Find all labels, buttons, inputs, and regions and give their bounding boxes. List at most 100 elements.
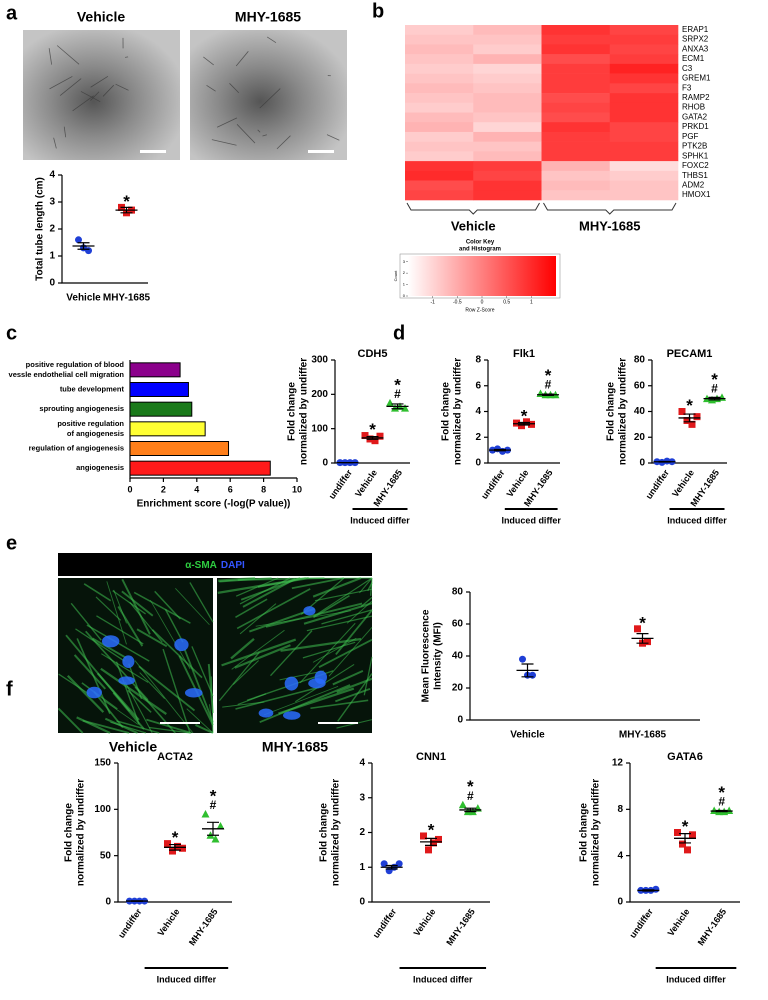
actin-fiber [337,673,373,722]
heatmap-cell [473,122,542,133]
heatmap-cell [609,141,679,152]
error-bar [494,448,506,452]
error-bar [715,809,728,813]
data-point [376,432,384,440]
y-tick-label: 100 [311,423,328,434]
actin-fiber [263,685,339,716]
heatmap-cell [541,190,611,201]
heatmap-cell [473,190,542,201]
chart-title: GATA6 [667,751,703,763]
nucleus [101,635,120,648]
heatmap-cell [473,151,542,162]
data-point [523,418,530,426]
x-tick-label: undiffer [479,467,507,501]
data-point [179,844,186,852]
data-point [678,408,686,415]
y-tick-label: 80 [634,355,646,366]
heatmap-cell [609,131,679,142]
heatmap-cell [541,44,611,55]
actin-fiber [149,600,191,670]
key-title: Color Key [466,240,495,246]
y-axis-label: Fold change [64,803,75,862]
y-tick-label: 80 [452,587,464,598]
significance-mark: * [545,366,552,385]
y-axis-label: Mean Fluorescence [421,609,432,702]
key-title: and Histogram [459,247,501,253]
y-tick-label: 4 [49,170,55,181]
data-point [395,860,403,868]
tube-texture [326,134,340,141]
data-point [644,638,651,646]
data-point [425,846,432,854]
row-label: ADM2 [682,181,705,190]
tube-texture [49,76,73,90]
tube-texture [216,117,238,128]
nucleus [118,676,135,685]
y-tick-label: 1 [49,251,55,262]
nucleus [258,708,274,718]
group-label: Induced differ [666,974,726,984]
data-point [435,835,442,843]
fluorescence-image [217,578,372,733]
chart-title: CDH5 [358,348,388,360]
y-axis-label: normalized by undiffer [618,358,629,465]
significance-mark: # [467,789,474,803]
actin-fiber [218,651,260,702]
actin-fiber [112,692,145,730]
nucleus [303,606,316,616]
panel-label: a [6,2,18,24]
heatmap-cell [609,190,679,201]
data-point [85,247,92,255]
heatmap-cell [405,131,474,142]
fluorescence-texture [57,576,373,734]
actin-fiber [335,609,373,655]
x-tick-label: MHY-1685 [696,907,729,948]
error-bar [464,807,477,813]
actin-fiber [231,629,285,670]
actin-fiber [207,663,214,714]
data-point [380,860,388,868]
actin-fiber [236,588,311,630]
heatmap-cell [609,54,679,65]
image-label: MHY-1685 [235,9,301,25]
nucleus [282,711,301,720]
heatmap-cell [405,83,474,94]
actin-fiber [70,602,102,641]
actin-fiber [269,630,313,677]
y-tick-label: 0 [322,458,328,469]
y-axis-label: Fold change [287,382,298,441]
x-tick-label: Vehicle [670,468,696,499]
group-label: MHY-1685 [579,218,640,233]
heatmap-cell [609,151,679,162]
actin-fiber [121,590,154,617]
y-tick-label: 200 [311,389,328,400]
heatmap-cell [541,122,611,133]
microscopy-image [23,30,180,160]
actin-fiber [367,582,373,592]
tube-texture [257,129,261,133]
significance-mark: # [394,387,401,401]
key-count-label: 2 [403,270,406,275]
heatmap-cell [405,54,474,65]
significance-mark: # [545,378,552,392]
tube-texture [56,45,80,65]
stain-name: DAPI [221,560,245,571]
tube-texture [235,51,249,67]
heatmap-cell [405,102,474,113]
y-tick-label: 50 [100,850,112,861]
heatmap-cell [541,93,611,104]
chart-title: ACTA2 [157,751,193,763]
color-key-gradient [408,256,556,296]
error-bar [391,403,404,410]
heatmap-cell [473,63,542,74]
error-bar [658,460,671,463]
actin-fiber [139,672,166,700]
y-tick-label: 40 [452,651,464,662]
error-bar [642,889,655,892]
actin-fiber [312,637,357,663]
heatmap-cell [473,93,542,104]
y-tick-label: 1 [359,862,365,873]
actin-fiber [259,684,351,724]
x-tick-label: 10 [292,484,302,494]
